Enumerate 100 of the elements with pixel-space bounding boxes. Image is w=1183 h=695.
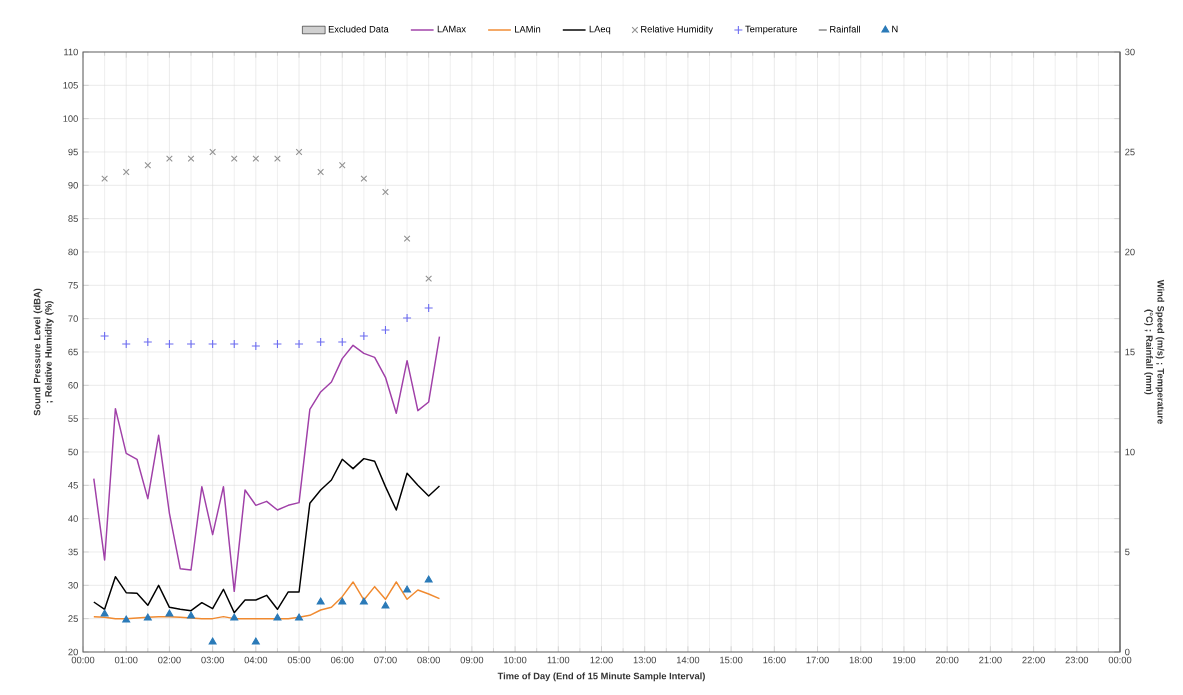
x-tick-label: 14:00 — [676, 656, 700, 664]
point — [294, 339, 304, 349]
x-tick-label: 00:00 — [1108, 656, 1132, 664]
y2-tick-label: 10 — [1125, 448, 1135, 456]
point — [230, 155, 238, 163]
point — [403, 585, 412, 593]
x-tick-label: 06:00 — [330, 656, 354, 664]
point — [338, 161, 346, 169]
y-tick-label: 45 — [68, 482, 78, 489]
point — [380, 325, 390, 335]
y-tick-label: 50 — [68, 448, 78, 456]
point — [187, 611, 196, 619]
x-tick-label: 22:00 — [1022, 656, 1045, 664]
line-series — [93, 335, 441, 593]
y-tick-label: 70 — [68, 315, 78, 322]
point — [403, 235, 411, 243]
point — [186, 339, 196, 349]
x-tick-label: 17:00 — [806, 656, 829, 664]
x-tick-label: 12:00 — [590, 656, 613, 664]
y-tick-label: 110 — [64, 48, 78, 56]
y-tick-label: 65 — [68, 348, 78, 356]
x-tick-label: 19:00 — [892, 656, 916, 664]
point — [338, 597, 347, 605]
x-tick-label: 08:00 — [417, 656, 440, 664]
point — [229, 339, 239, 349]
point — [272, 339, 282, 349]
x-tick-label: 11:00 — [547, 656, 570, 664]
y-tick-label: 55 — [68, 415, 78, 422]
point — [251, 637, 260, 645]
point — [165, 609, 174, 617]
point — [143, 337, 153, 347]
x-tick-label: 07:00 — [374, 656, 397, 664]
y-tick-label: 90 — [68, 182, 78, 189]
point — [382, 188, 389, 196]
y-tick-label: 20 — [68, 648, 78, 656]
legend-label: Rainfall — [830, 25, 860, 33]
y-tick-label: 85 — [68, 215, 78, 222]
x-tick-label: 05:00 — [287, 656, 311, 664]
point — [317, 168, 325, 176]
point — [274, 155, 281, 163]
legend-label: Temperature — [745, 25, 798, 35]
point — [381, 601, 390, 609]
x-tick-label: 09:00 — [460, 656, 484, 664]
point — [143, 613, 152, 621]
x-tick-label: 18:00 — [849, 656, 873, 664]
x-tick-label: 21:00 — [979, 656, 1002, 664]
x-axis-title: Time of Day (End of 15 Minute Sample Interval) — [497, 672, 705, 682]
point — [424, 303, 434, 313]
y2-tick-label: 0 — [1125, 648, 1130, 656]
y-tick-label: 95 — [68, 148, 78, 156]
x-tick-label: 02:00 — [158, 656, 181, 664]
y-tick-label: 75 — [68, 282, 78, 289]
y-tick-label: 80 — [68, 248, 78, 256]
point — [144, 161, 152, 169]
legend-label: Relative Humidity — [641, 25, 713, 35]
point — [209, 148, 216, 156]
point — [100, 331, 110, 341]
point — [360, 175, 368, 183]
y-tick-label: 30 — [68, 582, 78, 589]
y-axis-title: Sound Pressure Level (dBA) ; Relative Humidity (%) — [33, 288, 54, 416]
legend-label: N — [892, 25, 898, 33]
legend-label: LAMax — [437, 25, 466, 33]
y-tick-label: 100 — [63, 115, 78, 122]
point — [187, 155, 195, 163]
point — [208, 339, 218, 349]
x-tick-label: 03:00 — [201, 656, 224, 664]
y-tick-label: 60 — [68, 382, 78, 389]
y2-tick-label: 5 — [1125, 548, 1130, 556]
point — [100, 609, 109, 617]
y2-tick-label: 25 — [1125, 148, 1135, 156]
y-tick-label: 105 — [63, 82, 78, 89]
y-tick-label: 40 — [68, 515, 78, 522]
y-tick-label: 35 — [68, 548, 78, 556]
point — [121, 339, 131, 349]
x-tick-label: 20:00 — [935, 656, 959, 664]
y2-tick-label: 20 — [1125, 248, 1135, 256]
legend-label: LAMin — [515, 25, 541, 33]
legend-label: Excluded Data — [328, 25, 389, 33]
point — [316, 337, 326, 347]
x-tick-label: 23:00 — [1065, 656, 1089, 664]
point — [230, 613, 239, 621]
x-tick-label: 16:00 — [763, 656, 786, 664]
point — [122, 615, 131, 623]
legend-label: LAeq — [589, 25, 611, 35]
point — [359, 597, 368, 605]
y2-tick-label: 30 — [1125, 48, 1135, 56]
x-tick-label: 01:00 — [114, 656, 138, 664]
point — [359, 331, 369, 341]
point — [316, 597, 325, 605]
x-tick-label: 00:00 — [71, 656, 95, 664]
x-tick-label: 13:00 — [633, 656, 657, 664]
point — [208, 637, 217, 645]
y2-axis-title: Wind Speed (m/s) ; Temperature (°C) ; Rainfall (mm) — [1144, 279, 1165, 424]
point — [164, 339, 174, 349]
point — [337, 337, 347, 347]
x-tick-label: 10:00 — [504, 656, 527, 664]
point — [273, 613, 282, 621]
point — [424, 575, 433, 583]
point — [251, 341, 261, 351]
x-tick-label: 04:00 — [244, 656, 268, 664]
